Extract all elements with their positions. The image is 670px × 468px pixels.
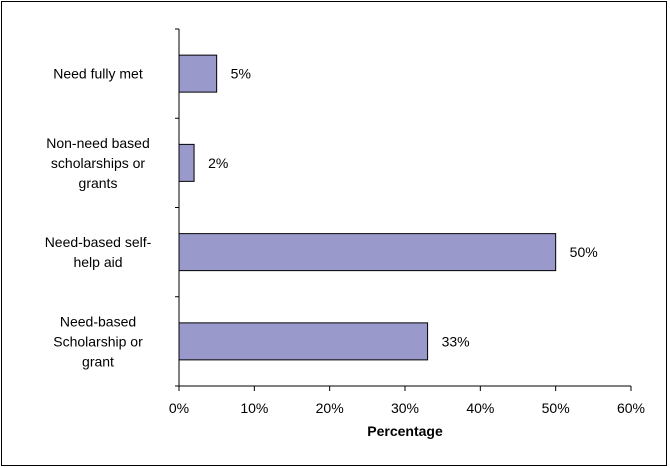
- x-tick-label: 10%: [240, 400, 268, 416]
- category-label: Need fully met: [53, 66, 143, 82]
- category-label-line: Need-based: [60, 313, 136, 329]
- bar-value-label: 5%: [231, 66, 251, 82]
- category-label-line: grant: [82, 353, 114, 369]
- category-label-line: scholarships or: [51, 155, 145, 171]
- category-label: Need-based self-help aid: [45, 234, 152, 270]
- category-label: Non-need based scholarships or grants: [46, 135, 150, 191]
- x-tick-label: 0%: [169, 400, 189, 416]
- x-tick-label: 50%: [542, 400, 570, 416]
- bar-value-label: 2%: [208, 155, 228, 171]
- bar: [178, 322, 429, 361]
- category-label-line: Need-based self-: [45, 234, 152, 250]
- x-tick-label: 60%: [617, 400, 645, 416]
- labels-layer: 5% Need fully met 2% Non-need based scholars…: [45, 66, 645, 416]
- bar-value-label: 33%: [442, 333, 470, 349]
- category-label-line: Scholarship or: [53, 333, 143, 349]
- bar: [178, 54, 218, 93]
- category-label-line: Non-need based: [46, 135, 150, 151]
- category-label-line: Need fully met: [53, 66, 143, 82]
- category-label: Need-based Scholarship or grant: [53, 313, 143, 369]
- x-tick-label: 30%: [391, 400, 419, 416]
- category-label-line: help aid: [73, 254, 122, 270]
- bar: [178, 143, 195, 182]
- bar-value-label: 50%: [570, 244, 598, 260]
- x-tick-label: 40%: [466, 400, 494, 416]
- x-tick-label: 20%: [316, 400, 344, 416]
- bar: [178, 233, 557, 272]
- bars-layer: [178, 54, 557, 361]
- x-axis-title: Percentage: [367, 423, 443, 439]
- axis-layer: [175, 28, 632, 391]
- category-label-line: grants: [79, 175, 118, 191]
